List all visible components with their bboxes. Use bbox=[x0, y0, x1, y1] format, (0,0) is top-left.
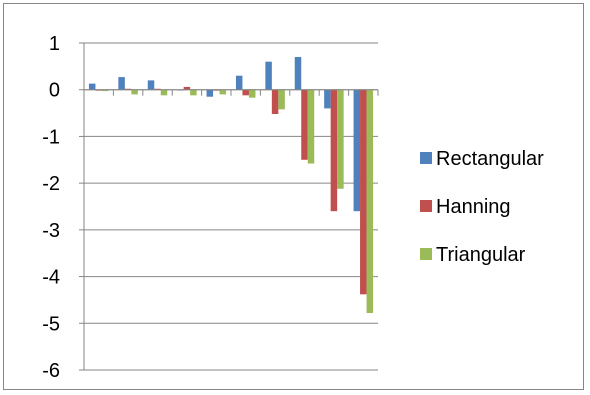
bar bbox=[301, 90, 308, 160]
bar bbox=[295, 57, 302, 90]
legend: Rectangular Hanning Triangular bbox=[420, 148, 544, 266]
bar bbox=[148, 80, 155, 89]
y-tick-label: 0 bbox=[49, 80, 60, 102]
y-tick-label: -6 bbox=[42, 360, 60, 382]
bar bbox=[236, 76, 243, 90]
bar bbox=[337, 90, 344, 189]
bar bbox=[249, 90, 256, 98]
bar bbox=[207, 90, 214, 97]
y-tick-label: -4 bbox=[42, 267, 60, 289]
bar bbox=[354, 90, 361, 211]
legend-label: Rectangular bbox=[436, 148, 544, 170]
bar bbox=[324, 90, 331, 109]
bar bbox=[161, 90, 168, 96]
bar bbox=[118, 77, 125, 90]
bar bbox=[131, 90, 138, 95]
bar bbox=[220, 90, 227, 95]
legend-swatch bbox=[420, 152, 432, 164]
y-tick-label: -5 bbox=[42, 313, 60, 335]
bar bbox=[272, 90, 279, 114]
y-tick-label: -1 bbox=[42, 126, 60, 148]
legend-swatch bbox=[420, 200, 432, 212]
y-tick-label: 1 bbox=[49, 33, 60, 55]
legend-label: Triangular bbox=[436, 244, 526, 266]
y-tick-label: -3 bbox=[42, 220, 60, 242]
bar bbox=[242, 90, 249, 96]
bar bbox=[190, 90, 197, 96]
legend-label: Hanning bbox=[436, 196, 511, 218]
bar bbox=[308, 90, 315, 164]
bar bbox=[331, 90, 338, 211]
bar bbox=[360, 90, 367, 295]
bar bbox=[89, 84, 96, 90]
y-tick-label: -2 bbox=[42, 173, 60, 195]
bar bbox=[367, 90, 374, 313]
bar bbox=[265, 62, 272, 90]
legend-swatch bbox=[420, 248, 432, 260]
y-tick-labels: 1 0 -1 -2 -3 -4 -5 -6 bbox=[42, 33, 60, 382]
bar bbox=[278, 90, 285, 110]
